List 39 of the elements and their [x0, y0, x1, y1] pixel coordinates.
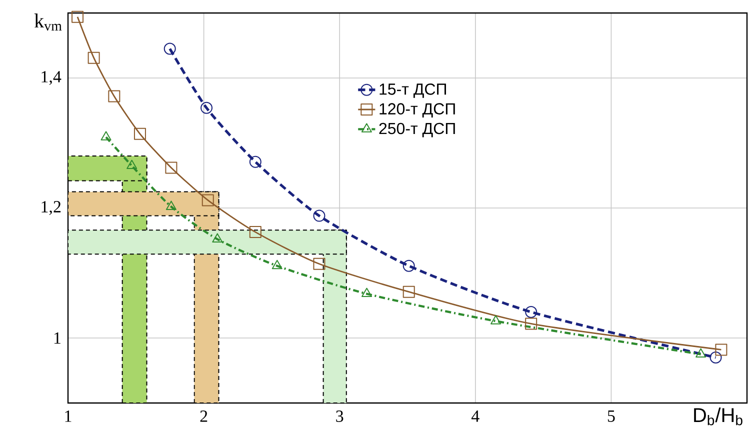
legend-label: 250-т ДСП [379, 122, 455, 138]
y-tick-label: 1 [54, 332, 60, 344]
point [249, 226, 262, 238]
point [202, 194, 214, 206]
point [200, 102, 213, 114]
point [108, 90, 120, 102]
point [165, 162, 178, 174]
x-tick-label: 4 [471, 410, 480, 422]
point [164, 42, 176, 55]
x-tick-label: 5 [608, 410, 615, 422]
point [362, 288, 372, 298]
x-tick-label: 3 [336, 410, 344, 422]
point [100, 131, 112, 140]
point [249, 156, 262, 168]
y-tick-label: 1,2 [42, 201, 61, 215]
point [402, 286, 415, 298]
point [525, 318, 538, 330]
y-axis-title: k$_{vm}$ [34, 14, 62, 31]
point [166, 200, 176, 210]
point [402, 260, 415, 272]
point [72, 10, 84, 23]
point [696, 348, 706, 358]
point [134, 128, 146, 140]
x-tick-label: 1 [65, 410, 72, 422]
legend-label: 15-т ДСП [380, 84, 446, 98]
point [525, 306, 538, 318]
point [313, 258, 326, 270]
point [272, 260, 282, 270]
point [212, 233, 223, 242]
point [710, 352, 722, 364]
point [715, 344, 728, 356]
point [490, 315, 502, 324]
point [313, 210, 326, 222]
x-tick-label: 2 [200, 410, 208, 422]
x-axis-title: D$_{b}$/H$_{b}$ [694, 408, 742, 426]
legend-label: 120-т ДСП [380, 103, 455, 118]
point [126, 160, 138, 169]
y-tick-label: 1,4 [42, 71, 62, 85]
point [88, 52, 100, 64]
